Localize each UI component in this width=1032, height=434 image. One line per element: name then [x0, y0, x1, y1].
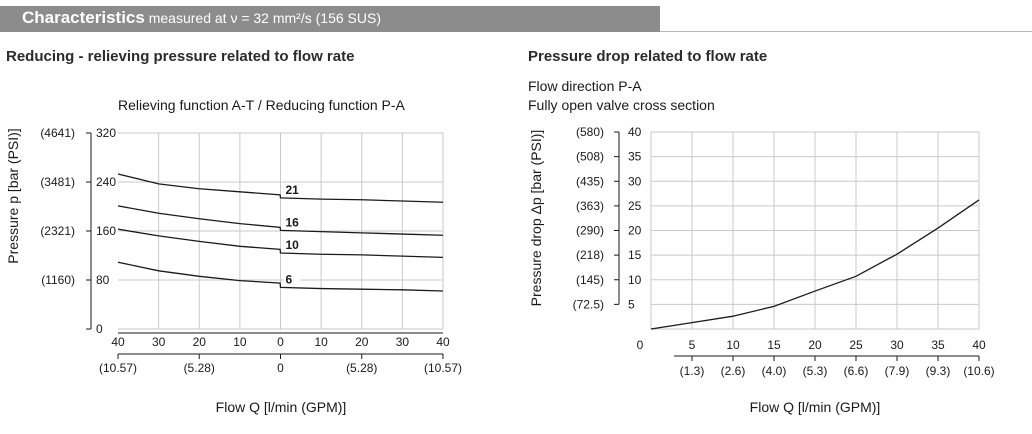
x-secondary-label: (10.6) — [963, 364, 994, 378]
y-tick-label: 5 — [628, 297, 635, 311]
x-secondary-label: (9.3) — [926, 364, 951, 378]
y-psi-label: (1160) — [41, 273, 75, 287]
series-label-bg-10 — [283, 238, 301, 252]
y-tick-label: 10 — [628, 273, 642, 287]
x-tick-label: 10 — [314, 335, 328, 349]
y-tick-label: 25 — [628, 199, 642, 213]
y-tick-label: 320 — [96, 126, 116, 140]
chart1-title: Reducing - relieving pressure related to… — [6, 48, 355, 65]
y-tick-label: 15 — [628, 248, 642, 262]
x-secondary-label: (5.28) — [184, 361, 215, 375]
y-tick-label: 40 — [628, 125, 642, 139]
chart1-subtitle: Relieving function A-T / Reducing functi… — [118, 97, 405, 113]
header-title-block: Characteristics measured at ν = 32 mm²/s… — [22, 8, 381, 28]
y-psi-label: (290) — [576, 224, 604, 238]
x-tick-label: 15 — [767, 338, 781, 352]
x-tick-label: 40 — [436, 335, 450, 349]
x-secondary-label: (5.28) — [346, 361, 377, 375]
x-tick-label: 30 — [396, 335, 410, 349]
chart2-subtitle-line2: Fully open valve cross section — [528, 97, 715, 113]
series-line-16 — [117, 205, 444, 236]
chart2-subtitle-line1: Flow direction P-A — [528, 78, 642, 94]
series-label-21: 21 — [286, 183, 300, 197]
x-tick-label: 20 — [193, 335, 207, 349]
y-psi-label: (3481) — [40, 175, 75, 189]
header-subtitle: measured at ν = 32 mm²/s (156 SUS) — [148, 10, 381, 26]
x-tick-label: 10 — [233, 335, 247, 349]
x-tick-label: 0 — [277, 335, 284, 349]
y-tick-label: 30 — [628, 174, 642, 188]
x-tick-label: 25 — [849, 338, 863, 352]
x-tick-label: 20 — [355, 335, 369, 349]
y-psi-label: (4641) — [40, 126, 75, 140]
x-secondary-label: (4.0) — [762, 364, 787, 378]
series-line-10 — [117, 228, 444, 258]
x-secondary-label: (10.57) — [99, 361, 137, 375]
x-tick-label: 20 — [808, 338, 822, 352]
x-secondary-label: (7.9) — [885, 364, 910, 378]
header-title: Characteristics — [22, 8, 145, 27]
y-psi-label: (2321) — [40, 224, 75, 238]
series-label-bg-16 — [283, 215, 301, 229]
chart2-title: Pressure drop related to flow rate — [528, 48, 768, 65]
y-tick-label: 80 — [96, 273, 110, 287]
x-tick-label: 35 — [931, 338, 945, 352]
x-tick-label: 40 — [111, 335, 125, 349]
series-label-10: 10 — [286, 238, 300, 252]
y-tick-label: 240 — [96, 175, 116, 189]
x-tick-label: 0 — [637, 338, 644, 352]
y-psi-label: (508) — [576, 150, 604, 164]
series-line-6 — [117, 261, 444, 292]
x-tick-label: 10 — [726, 338, 740, 352]
y-axis-title: Pressure p [bar (PSI)] — [5, 128, 21, 263]
y-tick-label: 160 — [96, 224, 116, 238]
y-psi-label: (435) — [576, 174, 604, 188]
x-secondary-label: (6.6) — [844, 364, 869, 378]
series-line-21 — [117, 173, 444, 203]
header-rule — [660, 31, 1032, 32]
series-line-pressure-drop — [650, 199, 980, 330]
series-label-16: 16 — [286, 215, 300, 229]
x-tick-label: 30 — [890, 338, 904, 352]
y-psi-label: (218) — [576, 248, 604, 262]
y-axis-title: Pressure drop Δp [bar (PSI)] — [528, 130, 544, 307]
series-label-bg-21 — [283, 182, 301, 196]
y-psi-label: (363) — [576, 199, 604, 213]
header-banner — [0, 6, 660, 32]
y-tick-label: 0 — [96, 322, 103, 336]
series-label-6: 6 — [286, 272, 293, 286]
y-tick-label: 35 — [628, 150, 642, 164]
x-axis-title: Flow Q [l/min (GPM)] — [750, 399, 881, 415]
y-psi-label: (72.5) — [573, 297, 604, 311]
x-secondary-label: (2.6) — [721, 364, 746, 378]
x-axis-title: Flow Q [l/min (GPM)] — [216, 399, 347, 415]
y-psi-label: (145) — [576, 273, 604, 287]
y-psi-label: (580) — [576, 125, 604, 139]
x-secondary-label: (5.3) — [803, 364, 828, 378]
series-label-bg-6 — [283, 272, 301, 286]
x-secondary-label: (10.57) — [424, 361, 462, 375]
y-tick-label: 20 — [628, 224, 642, 238]
x-secondary-label: (1.3) — [680, 364, 705, 378]
x-secondary-label: 0 — [277, 361, 284, 375]
x-tick-label: 30 — [152, 335, 166, 349]
x-tick-label: 5 — [689, 338, 696, 352]
x-tick-label: 40 — [972, 338, 986, 352]
